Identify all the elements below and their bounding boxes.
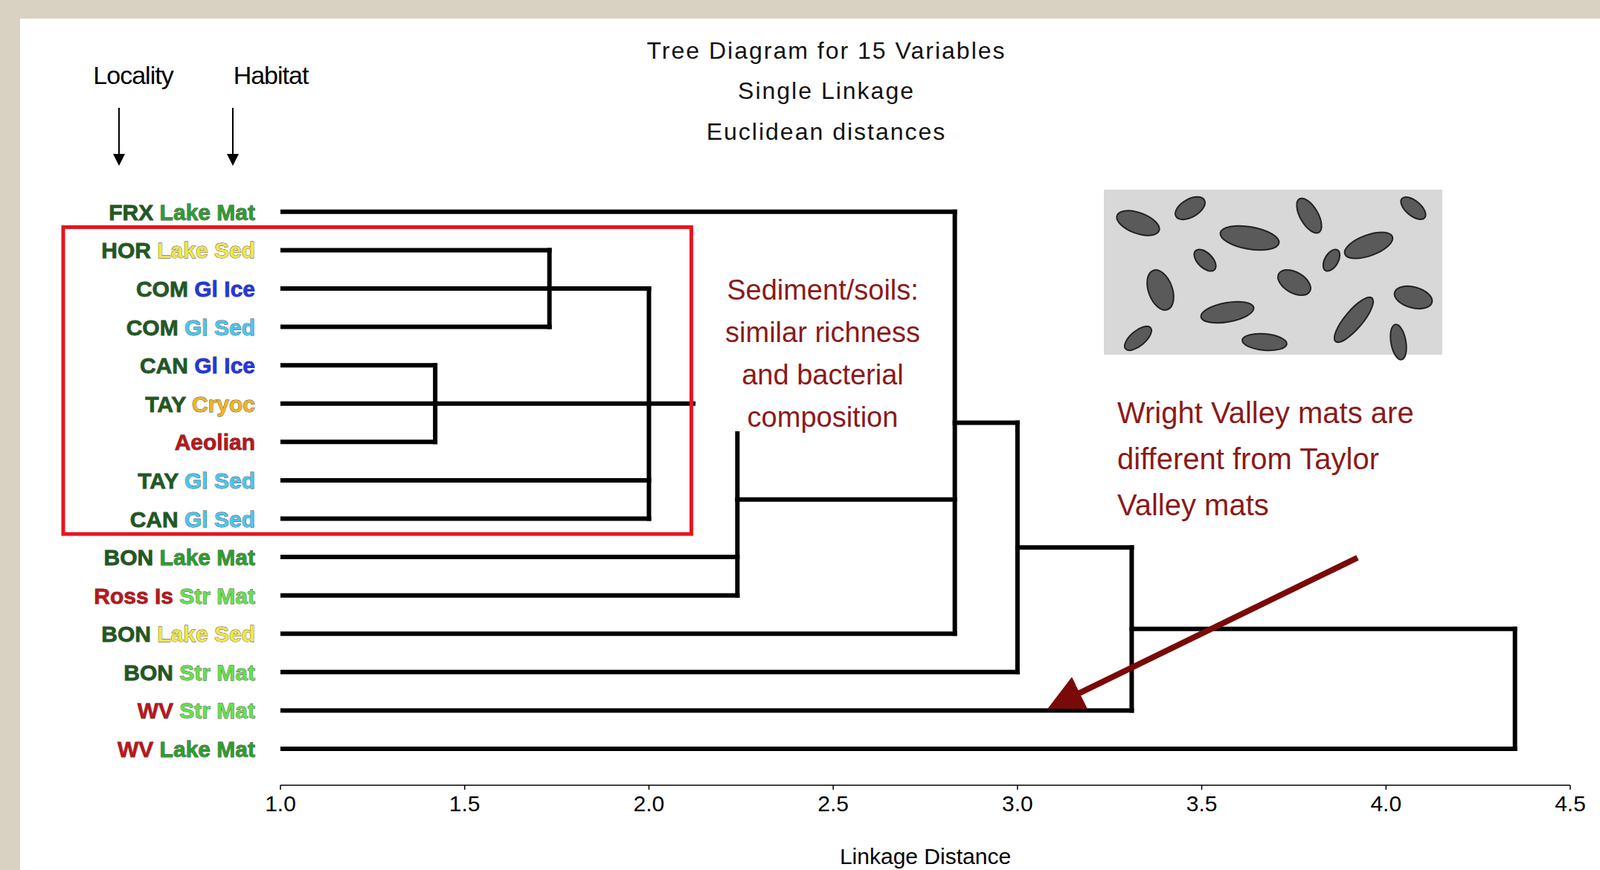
svg-text:similar richness: similar richness (725, 316, 921, 349)
svg-text:different from Taylor: different from Taylor (1117, 442, 1380, 476)
svg-text:TAY Gl Sed: TAY Gl Sed (137, 468, 256, 494)
svg-text:4.5: 4.5 (1554, 791, 1586, 816)
svg-text:BON Str Mat: BON Str Mat (123, 660, 256, 686)
svg-text:HOR Lake Sed: HOR Lake Sed (101, 238, 256, 263)
svg-text:Tree Diagram for 15 Variables: Tree Diagram for 15 Variables (646, 37, 1006, 64)
svg-text:FRX Lake Mat: FRX Lake Mat (108, 200, 256, 225)
svg-text:WV Str Mat: WV Str Mat (137, 698, 256, 724)
svg-text:WV Lake Mat: WV Lake Mat (117, 737, 256, 762)
svg-text:1.0: 1.0 (264, 791, 297, 816)
svg-text:4.0: 4.0 (1370, 791, 1402, 816)
svg-text:CAN Gl Ice: CAN Gl Ice (139, 353, 256, 378)
svg-text:Habitat: Habitat (233, 60, 310, 90)
svg-text:TAY Cryoc: TAY Cryoc (145, 392, 256, 417)
svg-text:3.5: 3.5 (1186, 791, 1218, 816)
svg-text:BON Lake Mat: BON Lake Mat (104, 545, 256, 570)
svg-text:Euclidean distances: Euclidean distances (706, 118, 947, 146)
svg-text:composition: composition (747, 401, 899, 433)
svg-text:COM Gl Sed: COM Gl Sed (126, 315, 256, 340)
svg-text:Aeolian: Aeolian (174, 429, 256, 455)
svg-text:3.0: 3.0 (1001, 791, 1034, 816)
svg-text:Wright Valley mats are: Wright Valley mats are (1117, 396, 1415, 430)
svg-text:2.5: 2.5 (817, 791, 849, 816)
svg-text:Locality: Locality (92, 60, 174, 90)
svg-text:Single Linkage: Single Linkage (737, 77, 915, 105)
svg-text:BON Lake Sed: BON Lake Sed (101, 621, 256, 647)
svg-text:CAN Gl Sed: CAN Gl Sed (130, 507, 256, 532)
svg-text:and bacterial: and bacterial (741, 359, 904, 391)
svg-text:2.0: 2.0 (633, 791, 665, 816)
svg-text:COM Gl Ice: COM Gl Ice (136, 276, 256, 302)
svg-text:Sediment/soils:: Sediment/soils: (726, 274, 919, 306)
svg-text:Linkage Distance: Linkage Distance (839, 844, 1011, 869)
svg-text:1.5: 1.5 (449, 791, 481, 816)
svg-text:Ross Is Str Mat: Ross Is Str Mat (93, 583, 256, 609)
svg-text:Valley mats: Valley mats (1117, 488, 1269, 522)
